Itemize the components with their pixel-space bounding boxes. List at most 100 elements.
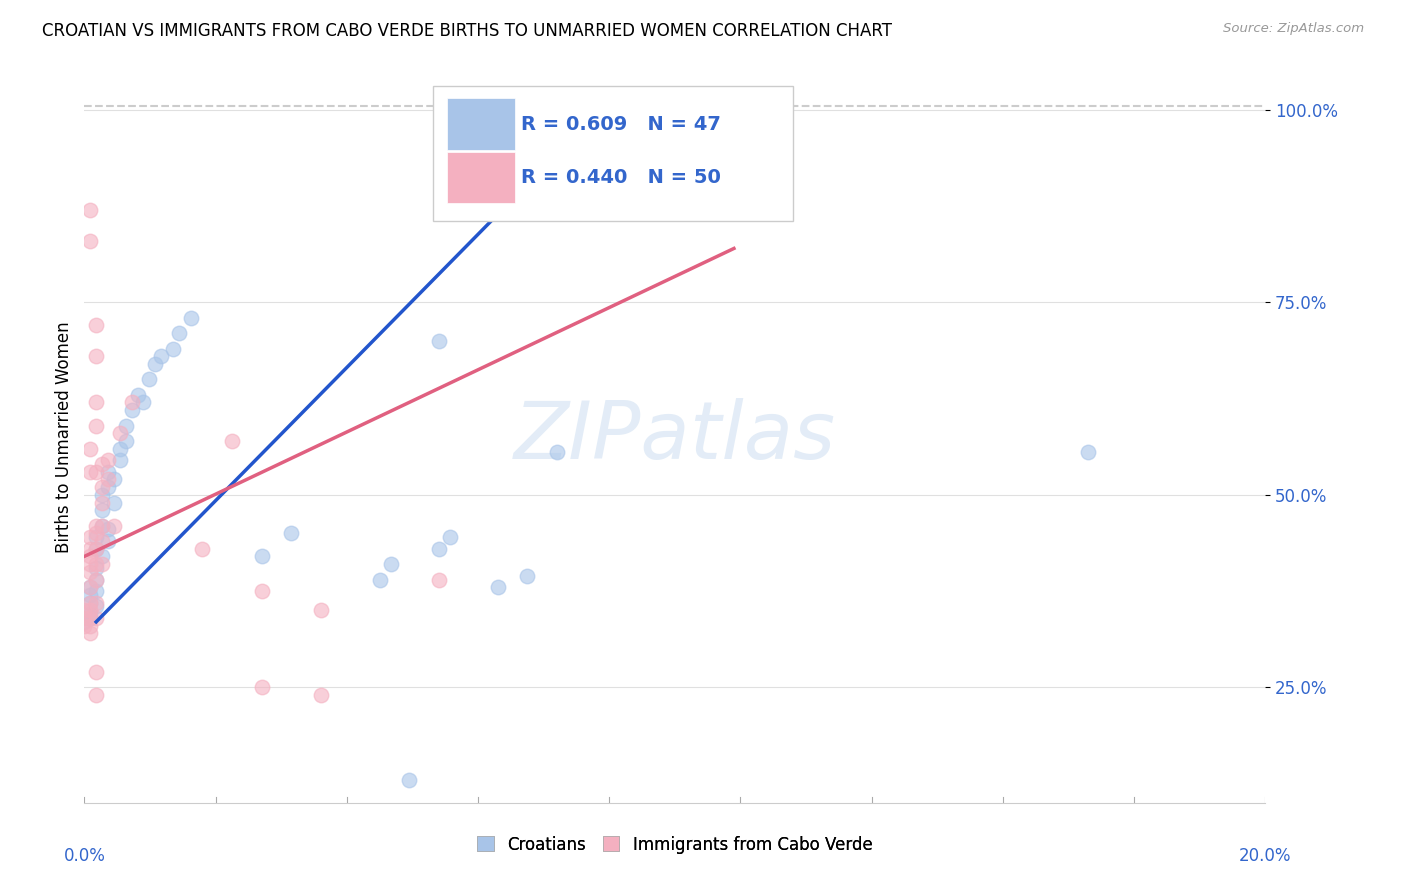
Point bbox=[250, 681, 273, 695]
Point bbox=[84, 557, 107, 571]
Point bbox=[167, 326, 190, 340]
Point bbox=[91, 518, 114, 533]
Point bbox=[79, 611, 101, 625]
Point bbox=[516, 568, 538, 582]
Point bbox=[91, 503, 114, 517]
Point bbox=[108, 453, 131, 467]
Point bbox=[427, 573, 450, 587]
Point bbox=[79, 626, 101, 640]
Point bbox=[121, 395, 143, 409]
Point bbox=[79, 588, 101, 602]
Point bbox=[439, 530, 461, 544]
Point bbox=[138, 372, 160, 386]
Point bbox=[79, 530, 101, 544]
Point bbox=[103, 495, 125, 509]
Point bbox=[108, 426, 131, 441]
Point bbox=[79, 596, 101, 610]
Point bbox=[84, 518, 107, 533]
Point bbox=[73, 618, 96, 632]
Point bbox=[84, 573, 107, 587]
Point bbox=[73, 603, 96, 617]
Point bbox=[84, 395, 107, 409]
Point bbox=[97, 534, 120, 549]
Point bbox=[91, 488, 114, 502]
Text: R = 0.609   N = 47: R = 0.609 N = 47 bbox=[522, 114, 721, 134]
Point bbox=[84, 530, 107, 544]
FancyBboxPatch shape bbox=[433, 86, 793, 221]
Point bbox=[91, 480, 114, 494]
Point bbox=[127, 388, 149, 402]
Point bbox=[91, 518, 114, 533]
Text: Source: ZipAtlas.com: Source: ZipAtlas.com bbox=[1223, 22, 1364, 36]
Point bbox=[79, 596, 101, 610]
Point bbox=[486, 580, 509, 594]
Point bbox=[97, 465, 120, 479]
Point bbox=[79, 607, 101, 622]
Y-axis label: Births to Unmarried Women: Births to Unmarried Women bbox=[55, 321, 73, 553]
Point bbox=[84, 561, 107, 575]
Point bbox=[427, 334, 450, 348]
Point bbox=[79, 541, 101, 556]
Point bbox=[309, 603, 332, 617]
Point bbox=[368, 573, 391, 587]
Point bbox=[380, 557, 402, 571]
Point bbox=[398, 772, 420, 787]
Point bbox=[84, 665, 107, 679]
Point bbox=[546, 445, 568, 459]
Point bbox=[221, 434, 243, 448]
Point bbox=[180, 310, 202, 325]
Point bbox=[91, 534, 114, 549]
Point bbox=[191, 541, 214, 556]
Point bbox=[121, 403, 143, 417]
Point bbox=[84, 584, 107, 599]
Point bbox=[84, 573, 107, 587]
Text: CROATIAN VS IMMIGRANTS FROM CABO VERDE BIRTHS TO UNMARRIED WOMEN CORRELATION CHA: CROATIAN VS IMMIGRANTS FROM CABO VERDE B… bbox=[42, 22, 893, 40]
Point bbox=[84, 465, 107, 479]
Point bbox=[97, 472, 120, 486]
FancyBboxPatch shape bbox=[447, 152, 516, 203]
Point bbox=[91, 549, 114, 564]
Point bbox=[79, 202, 101, 217]
Point bbox=[91, 495, 114, 509]
Point bbox=[162, 342, 184, 356]
Point bbox=[114, 434, 136, 448]
Point bbox=[250, 549, 273, 564]
Point bbox=[79, 557, 101, 571]
Point bbox=[79, 549, 101, 564]
Point bbox=[84, 541, 107, 556]
Point bbox=[84, 541, 107, 556]
Point bbox=[84, 611, 107, 625]
Point bbox=[84, 599, 107, 614]
Point bbox=[91, 557, 114, 571]
Point bbox=[79, 580, 101, 594]
Point bbox=[103, 518, 125, 533]
Point bbox=[79, 603, 101, 617]
Point bbox=[1077, 445, 1099, 459]
Point bbox=[79, 618, 101, 632]
Point bbox=[103, 472, 125, 486]
Text: 20.0%: 20.0% bbox=[1239, 847, 1292, 864]
Point bbox=[79, 465, 101, 479]
Point bbox=[79, 611, 101, 625]
Point bbox=[73, 615, 96, 629]
Point bbox=[108, 442, 131, 456]
Point bbox=[84, 318, 107, 333]
Point bbox=[91, 457, 114, 471]
Point bbox=[97, 480, 120, 494]
Point bbox=[79, 442, 101, 456]
Point bbox=[73, 611, 96, 625]
Point bbox=[132, 395, 155, 409]
Point bbox=[114, 418, 136, 433]
Point bbox=[84, 688, 107, 702]
Point bbox=[97, 453, 120, 467]
Point bbox=[79, 234, 101, 248]
Point bbox=[84, 596, 107, 610]
Point bbox=[309, 688, 332, 702]
Point bbox=[79, 565, 101, 579]
Point bbox=[79, 580, 101, 594]
Point bbox=[84, 418, 107, 433]
Text: ZIPatlas: ZIPatlas bbox=[513, 398, 837, 476]
Legend: Croatians, Immigrants from Cabo Verde: Croatians, Immigrants from Cabo Verde bbox=[471, 829, 879, 860]
Point bbox=[97, 523, 120, 537]
Point bbox=[427, 541, 450, 556]
